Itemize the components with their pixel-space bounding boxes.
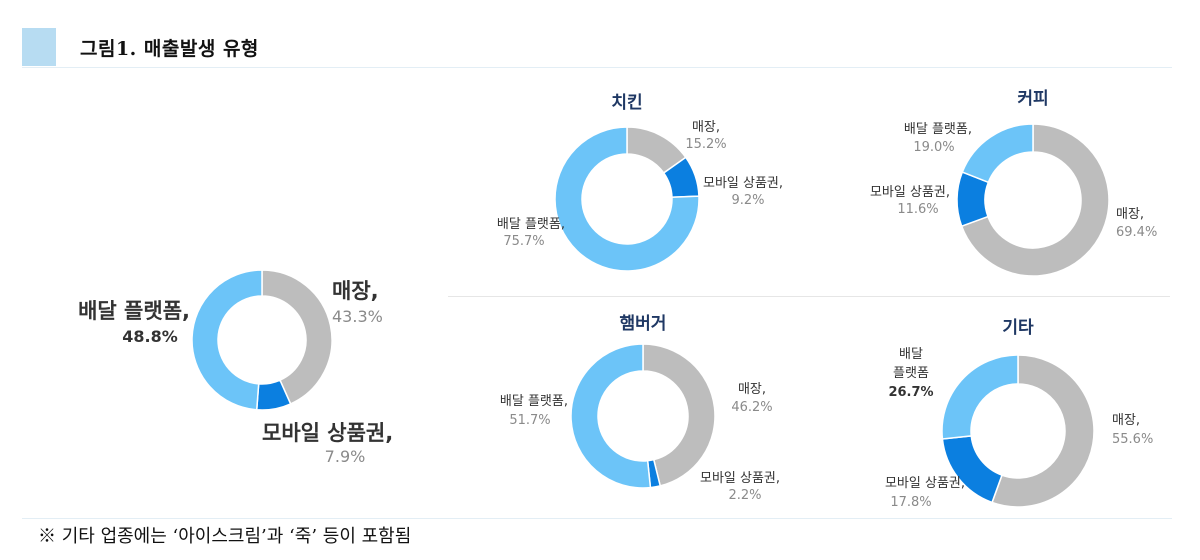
- slice-label: 모바일 상품권,: [262, 421, 393, 445]
- slice-label: 배달: [899, 347, 923, 362]
- slice-value-label: 19.0%: [913, 140, 954, 155]
- slice-label: 모바일 상품권,: [703, 176, 783, 191]
- slice-value-label: 43.3%: [332, 307, 383, 326]
- delivery-platform-slice: [941, 354, 1019, 440]
- slice-label: 매장,: [738, 382, 766, 397]
- slice-value-label: 75.7%: [503, 234, 544, 249]
- delivery-platform-slice: [191, 269, 263, 411]
- slice-value-label: 46.2%: [731, 400, 772, 415]
- delivery-platform-slice: [570, 343, 652, 489]
- slice-label: 배달 플랫폼,: [500, 394, 568, 409]
- store-slice: [642, 343, 716, 487]
- slice-value-label: 69.4%: [1116, 225, 1157, 240]
- slice-label: 배달 플랫폼,: [904, 122, 972, 137]
- store-slice: [960, 123, 1110, 277]
- store-slice: [991, 354, 1095, 508]
- delivery-platform-slice: [961, 123, 1034, 184]
- slice-label: 플랫폼: [893, 366, 929, 381]
- slice-value-label: 9.2%: [731, 193, 764, 208]
- header-accent-bar: [22, 28, 56, 66]
- store-slice: [261, 269, 333, 405]
- slice-value-label: 11.6%: [897, 202, 938, 217]
- slice-value-label: 26.7%: [888, 385, 933, 400]
- chart-title: 치킨: [611, 93, 642, 113]
- chart-grid-divider: [448, 296, 1170, 297]
- slice-value-label: 15.2%: [685, 137, 726, 152]
- chart-title: 커피: [1017, 89, 1048, 109]
- slice-value-label: 7.9%: [325, 447, 366, 466]
- slice-value-label: 2.2%: [728, 488, 761, 503]
- slice-value-label: 17.8%: [890, 495, 931, 510]
- slice-label: 배달 플랫폼,: [497, 217, 565, 232]
- donut-chart-total: 매장, 43.3% 모바일 상품권, 7.9% 배달 플랫폼, 48.8%: [78, 269, 393, 466]
- slice-label: 모바일 상품권,: [700, 471, 780, 486]
- slice-label: 매장,: [1112, 413, 1140, 428]
- footnote: ※ 기타 업종에는 ‘아이스크림’과 ‘죽’ 등이 포함됨: [38, 526, 412, 547]
- slice-label: 매장,: [332, 279, 379, 303]
- slice-value-label: 55.6%: [1112, 432, 1153, 447]
- slice-label: 모바일 상품권,: [870, 185, 950, 200]
- footnote-divider: [22, 518, 1172, 519]
- delivery-platform-slice: [554, 126, 700, 272]
- header-divider: [22, 67, 1172, 68]
- chart-title: 햄버거: [620, 313, 667, 334]
- slice-label: 매장,: [692, 120, 720, 135]
- figure-title: 그림1. 매출발생 유형: [80, 38, 259, 60]
- slice-value-label: 48.8%: [122, 327, 178, 346]
- mobile-voucher-slice: [941, 435, 1003, 504]
- slice-label: 모바일 상품권,: [885, 476, 965, 491]
- chart-title: 기타: [1002, 318, 1034, 338]
- slice-label: 매장,: [1116, 207, 1144, 222]
- slice-label: 배달 플랫폼,: [78, 299, 190, 323]
- slice-value-label: 51.7%: [509, 413, 550, 428]
